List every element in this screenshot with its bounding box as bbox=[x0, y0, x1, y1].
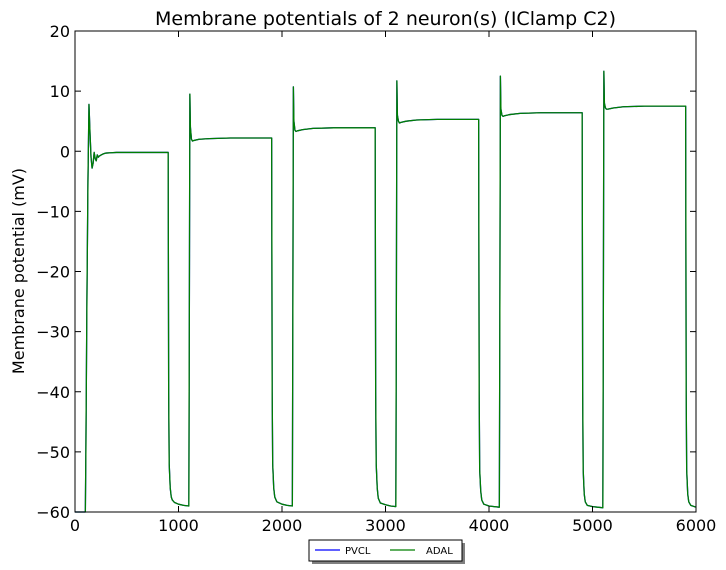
legend-box bbox=[308, 539, 463, 562]
y-tick-label: −60 bbox=[36, 503, 70, 522]
x-tick-label: 2000 bbox=[262, 516, 303, 535]
y-tick-label: −30 bbox=[36, 323, 70, 342]
y-tick-label: −20 bbox=[36, 263, 70, 282]
legend-label-pvcl: PVCL bbox=[345, 546, 371, 557]
y-tick-label: 0 bbox=[60, 142, 70, 161]
ticks-layer: 0 1000 2000 3000 4000 5000 6000 −60 −50 −40 −30 −20… bbox=[36, 22, 716, 535]
x-tick-label: 5000 bbox=[572, 516, 613, 535]
x-tick-label: 1000 bbox=[158, 516, 199, 535]
y-tick-label: −50 bbox=[36, 443, 70, 462]
y-axis-title: Membrane potential (mV) bbox=[9, 168, 28, 374]
x-tick-label: 0 bbox=[70, 516, 80, 535]
chart-title: Membrane potentials of 2 neuron(s) (ICla… bbox=[155, 8, 616, 30]
y-tick-label: 10 bbox=[50, 82, 70, 101]
series-layer bbox=[75, 70, 697, 513]
series-line-adal bbox=[75, 70, 697, 513]
x-tick-label: 3000 bbox=[365, 516, 406, 535]
x-tick-label: 4000 bbox=[469, 516, 510, 535]
legend: PVCL ADAL bbox=[308, 539, 465, 564]
y-tick-label: −10 bbox=[36, 202, 70, 221]
legend-label-adal: ADAL bbox=[426, 546, 453, 557]
x-tick-label: 6000 bbox=[676, 516, 717, 535]
y-tick-label: −40 bbox=[36, 383, 70, 402]
plot-frame bbox=[74, 30, 697, 513]
y-tick-label: 20 bbox=[50, 22, 70, 41]
